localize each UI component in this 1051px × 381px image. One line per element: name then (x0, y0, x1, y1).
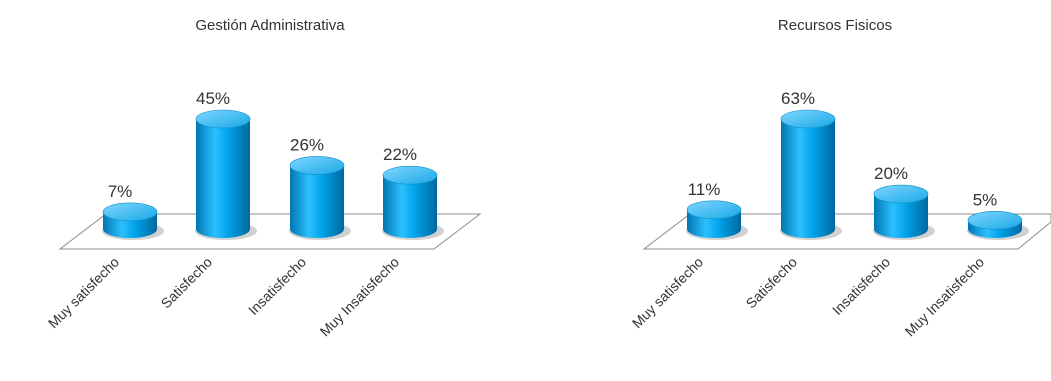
tick-label: Insatisfecho (245, 254, 309, 318)
bar-body (874, 194, 928, 238)
bar-top (195, 109, 251, 129)
tick-label: Muy satisfecho (629, 254, 706, 331)
data-label: 22% (383, 145, 417, 164)
bar (289, 156, 351, 240)
bar-body (781, 119, 835, 238)
chart-title: Gestión Administrativa (195, 17, 345, 34)
category-axis: Muy satisfecho Satisfecho Insatisfecho Muy … (629, 254, 987, 340)
bar-top (873, 184, 929, 204)
bar-group: 7% 45% 26% 22% (102, 89, 444, 240)
data-label: 63% (781, 89, 815, 108)
bar-group: 11% 63% 20% 5% (686, 89, 1029, 240)
chart-floor (58, 213, 482, 250)
bar (873, 184, 935, 240)
bar (780, 109, 842, 240)
bar (195, 109, 257, 240)
bar-body (290, 165, 344, 238)
category-axis: Muy satisfecho Satisfecho Insatisfecho Muy … (45, 254, 402, 340)
data-label: 45% (196, 89, 230, 108)
tick-label: Insatisfecho (829, 254, 893, 318)
bar-top (382, 165, 438, 185)
chart-gestion-administrativa: Gestión Administrativa 7% 45% 26% 22% Muy s… (45, 17, 482, 340)
bar (967, 210, 1029, 240)
data-label: 5% (973, 190, 998, 209)
bar-top (780, 109, 836, 129)
chart-floor (642, 213, 1051, 250)
bar-top (686, 200, 742, 220)
data-label: 7% (108, 182, 133, 201)
bar (102, 202, 164, 240)
bar-body (196, 119, 250, 238)
chart-recursos-fisicos: Recursos Fisicos 11% 63% 20% 5% Muy satisfe… (629, 17, 1051, 339)
tick-label: Muy Insatisfecho (317, 254, 403, 340)
tick-label: Muy Insatisfecho (902, 254, 988, 340)
bar-top (967, 210, 1023, 230)
bar (686, 200, 748, 240)
data-label: 11% (688, 180, 721, 199)
bar (382, 165, 444, 240)
tick-label: Muy satisfecho (45, 254, 122, 331)
chart-title: Recursos Fisicos (778, 17, 892, 34)
data-label: 26% (290, 135, 324, 154)
bar-top (289, 156, 345, 175)
data-label: 20% (874, 164, 908, 183)
tick-label: Satisfecho (743, 254, 801, 312)
bar-body (383, 175, 437, 238)
tick-label: Satisfecho (158, 254, 216, 312)
bar-top (102, 202, 158, 222)
